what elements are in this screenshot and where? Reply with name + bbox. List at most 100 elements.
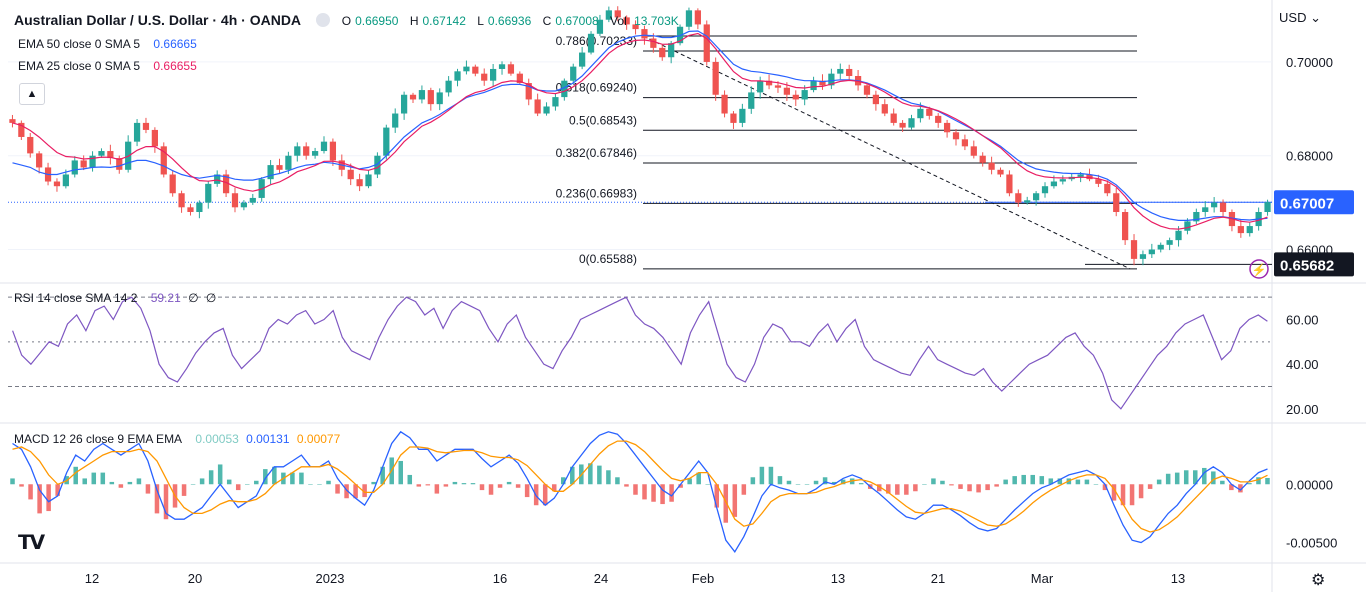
candle xyxy=(214,174,221,184)
rsi-legend[interactable]: RSI 14 close SMA 14 2 59.21 ∅ ∅ xyxy=(14,291,220,305)
rsi-label: RSI 14 close SMA 14 2 xyxy=(14,291,138,305)
macd-histogram-bar xyxy=(362,484,367,498)
candle xyxy=(71,160,78,175)
macd-histogram-bar xyxy=(235,484,241,491)
macd-legend[interactable]: MACD 12 26 close 9 EMA EMA 0.00053 0.001… xyxy=(14,432,344,446)
candle xyxy=(116,158,123,170)
macd-histogram-bar xyxy=(1202,467,1207,485)
time-tick-label: 13 xyxy=(1171,571,1185,586)
macd-histogram-bar xyxy=(371,481,376,485)
candle xyxy=(231,193,239,208)
macd-histogram-bar xyxy=(940,480,945,485)
candle xyxy=(133,122,141,142)
candle xyxy=(552,97,559,107)
candle xyxy=(596,19,604,34)
macd-histogram-bar xyxy=(515,484,521,488)
price-tick-label: 0.70000 xyxy=(1286,55,1333,70)
ohlc-close: C 0.67008 xyxy=(542,14,599,28)
rsi-line xyxy=(12,296,1268,410)
candle xyxy=(534,99,541,114)
macd-histogram-bar xyxy=(10,478,15,485)
candle xyxy=(196,202,203,212)
settings-gear-icon[interactable]: ⚙ xyxy=(1311,572,1326,589)
macd-histogram-bar xyxy=(1120,484,1126,506)
candle xyxy=(507,64,515,74)
candle xyxy=(650,38,657,48)
macd-histogram-bar xyxy=(886,484,891,494)
candle xyxy=(1104,183,1111,194)
ema50-legend[interactable]: EMA 50 close 0 SMA 5 0.66665 xyxy=(18,37,201,51)
candle xyxy=(525,83,532,100)
ema25-legend[interactable]: EMA 25 close 0 SMA 5 0.66655 xyxy=(18,59,201,73)
macd-histogram-bar xyxy=(217,464,223,485)
macd-histogram-bar xyxy=(19,484,24,487)
candle xyxy=(1122,212,1129,241)
candle xyxy=(107,151,114,159)
current-price-tag xyxy=(1274,190,1354,215)
candle xyxy=(872,94,880,105)
macd-histogram-bar xyxy=(73,466,78,485)
macd-histogram-bar xyxy=(714,484,719,508)
symbol-title[interactable]: Australian Dollar / U.S. Dollar · 4h · O… xyxy=(14,12,302,28)
ema25-line xyxy=(12,32,1268,230)
candle xyxy=(863,85,871,95)
candle xyxy=(490,68,497,81)
candle xyxy=(329,141,337,161)
ohlc-low: L 0.66936 xyxy=(477,14,532,28)
candle xyxy=(908,118,915,128)
macd-histogram-bar xyxy=(570,466,575,485)
candle xyxy=(187,207,194,212)
macd-histogram-bar xyxy=(615,477,620,485)
macd-histogram-bar xyxy=(91,472,97,485)
macd-histogram-bar xyxy=(452,481,458,485)
candle xyxy=(1006,174,1013,194)
candle xyxy=(1184,221,1191,231)
time-tick-label: 12 xyxy=(85,571,99,586)
candle xyxy=(730,113,737,123)
candle xyxy=(320,141,328,152)
macd-histogram-bar xyxy=(1229,484,1234,491)
candle xyxy=(240,202,248,208)
tradingview-logo-icon[interactable]: 𝗧𝗩 xyxy=(18,532,45,554)
macd-histogram-bar xyxy=(353,484,358,499)
macd-histogram-bar xyxy=(326,480,331,485)
candle xyxy=(303,146,310,156)
candle xyxy=(641,29,648,39)
macd-histogram-bar xyxy=(606,470,611,485)
candle xyxy=(267,165,274,180)
macd-histogram-bar xyxy=(1012,476,1017,485)
candle xyxy=(392,113,399,128)
macd-label: MACD 12 26 close 9 EMA EMA xyxy=(14,432,183,446)
macd-histogram-bar xyxy=(1256,477,1261,485)
currency-selector[interactable]: USD ⌄ xyxy=(1279,10,1321,25)
macd-histogram-bar xyxy=(840,479,846,485)
candle xyxy=(1077,174,1084,177)
fib-level-label: 0.236(0.66983) xyxy=(556,186,637,200)
chevron-up-icon[interactable]: ▲ xyxy=(19,83,45,105)
candle xyxy=(472,66,479,74)
macd-histogram-bar xyxy=(479,484,485,491)
macd-histogram-bar xyxy=(335,484,340,494)
dot-icon[interactable] xyxy=(316,13,331,27)
candle xyxy=(1130,240,1138,259)
candle xyxy=(561,80,568,98)
macd-histogram-bar xyxy=(145,484,151,494)
macd-histogram-bar xyxy=(913,484,918,492)
candle xyxy=(801,90,808,100)
macd-histogram-bar xyxy=(299,472,304,485)
candle xyxy=(463,66,470,72)
macd-histogram-bar xyxy=(1165,473,1171,485)
macd-histogram-bar xyxy=(1129,484,1135,506)
symbol-legend: Australian Dollar / U.S. Dollar · 4h · O… xyxy=(14,12,687,28)
candle xyxy=(1041,186,1049,194)
macd-histogram-bar xyxy=(425,484,431,486)
volume: Vol 13.703K xyxy=(610,14,679,28)
time-tick-label: Feb xyxy=(692,571,714,586)
fib-level-label: 0.786(0.70233) xyxy=(556,34,637,48)
candle xyxy=(1015,193,1022,203)
macd-histogram-bar xyxy=(687,478,692,485)
candle xyxy=(828,73,835,86)
macd-histogram-bar xyxy=(127,481,133,485)
candle xyxy=(685,10,693,27)
